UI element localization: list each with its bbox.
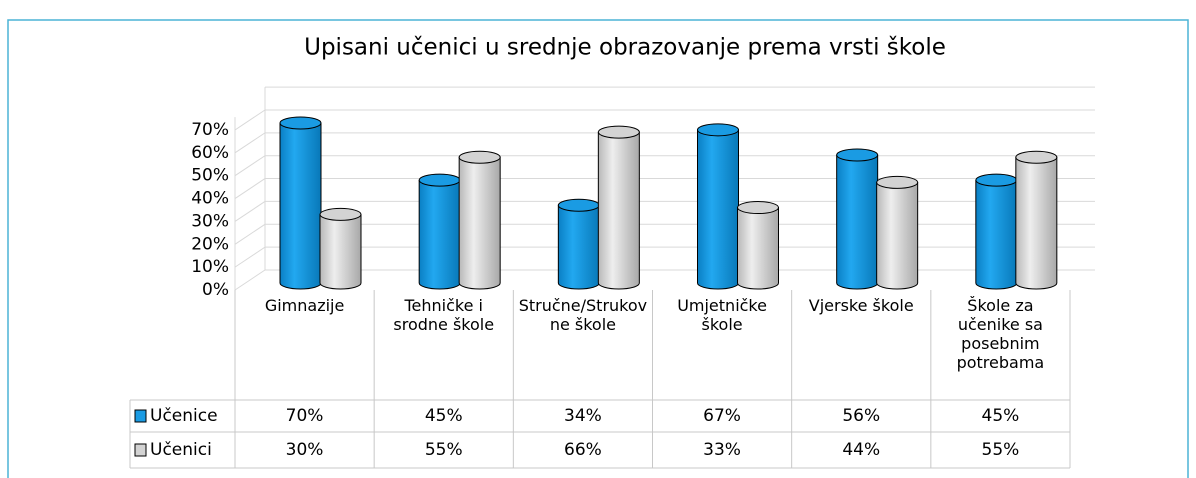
grid-line: [234, 246, 1095, 268]
y-tick-label: 0%: [202, 280, 229, 300]
column-top: [737, 201, 779, 215]
legend-label: Učenici: [150, 440, 212, 460]
category-cell: Gimnazije: [264, 296, 345, 315]
column-top: [458, 150, 501, 164]
column-body: [279, 122, 322, 290]
x-tick-label: Stručne/Strukovne škole: [518, 296, 648, 334]
y-tick-label: 70%: [191, 120, 229, 140]
column-body: [836, 154, 879, 290]
column: [418, 173, 461, 290]
column: [697, 123, 739, 290]
y-tick-label: 40%: [191, 189, 229, 209]
column-body: [737, 207, 779, 290]
legend-key: [134, 443, 147, 457]
y-tick-label: 50%: [191, 166, 229, 186]
x-tick-label: Vjerske škole: [808, 296, 914, 315]
column-top: [319, 207, 362, 221]
column-top: [1015, 150, 1058, 164]
column: [1015, 150, 1058, 290]
column-top: [597, 125, 640, 139]
column-top: [876, 175, 919, 189]
legend-label: Učenice: [150, 406, 218, 426]
frame: [7, 19, 1189, 478]
grid-line: [234, 178, 1095, 199]
grid-line: [234, 200, 1095, 222]
grid-line: [234, 132, 1095, 154]
column-body: [557, 204, 600, 290]
data-label: 55%: [982, 440, 1020, 460]
column-body: [597, 131, 640, 290]
x-tick-label: Škole za učenike sa posebnim potrebama: [956, 296, 1045, 372]
x-tick-label: Gimnazije: [264, 296, 345, 315]
data-label: 67%: [703, 406, 741, 426]
y-tick-label: 60%: [191, 143, 229, 163]
column-top: [975, 173, 1018, 187]
column: [279, 116, 322, 290]
column-top: [279, 116, 322, 130]
chart-title: Upisani učenici u srednje obrazovanje pr…: [304, 35, 946, 61]
grid-line: [234, 269, 1095, 291]
legend-key: [134, 409, 147, 423]
x-tick-label: Umjetničke škole: [677, 296, 767, 334]
grid-line: [234, 223, 1095, 245]
x-tick-label: Tehničke i srodne škole: [393, 296, 495, 334]
column: [597, 125, 640, 290]
data-label: 55%: [425, 440, 463, 460]
data-label: 66%: [564, 440, 602, 460]
column: [737, 201, 779, 290]
column-body: [1015, 156, 1058, 290]
data-label: 34%: [564, 406, 602, 426]
category-cell: Tehničke i srodne škole: [393, 296, 495, 334]
data-label: 70%: [286, 406, 324, 426]
column: [458, 150, 501, 290]
grid-line: [234, 109, 1095, 131]
column-top: [557, 198, 600, 212]
data-label: 56%: [842, 406, 880, 426]
column-top: [697, 123, 739, 137]
column: [319, 207, 362, 290]
data-label: 30%: [286, 440, 324, 460]
y-tick-label: 10%: [191, 257, 229, 277]
data-label: 33%: [703, 440, 741, 460]
data-label: 45%: [425, 406, 463, 426]
column: [876, 175, 919, 290]
y-tick-label: 20%: [191, 234, 229, 254]
grid-line: [234, 155, 1095, 177]
category-cell: Stručne/Strukovne škole: [518, 296, 648, 334]
column-body: [975, 179, 1018, 290]
column-top: [418, 173, 461, 187]
data-label: 44%: [842, 440, 880, 460]
column-body: [876, 181, 919, 290]
category-cell: Škole za učenike sa posebnim potrebama: [956, 296, 1045, 372]
column-top: [836, 148, 879, 162]
data-label: 45%: [982, 406, 1020, 426]
category-cell: Vjerske škole: [808, 296, 914, 315]
column-body: [418, 179, 461, 290]
column-body: [458, 156, 501, 290]
y-tick-label: 30%: [191, 211, 229, 231]
column: [836, 148, 879, 290]
column: [557, 198, 600, 290]
column-body: [697, 129, 739, 290]
column-body: [319, 213, 362, 290]
column: [975, 173, 1018, 290]
category-cell: Umjetničke škole: [677, 296, 767, 334]
